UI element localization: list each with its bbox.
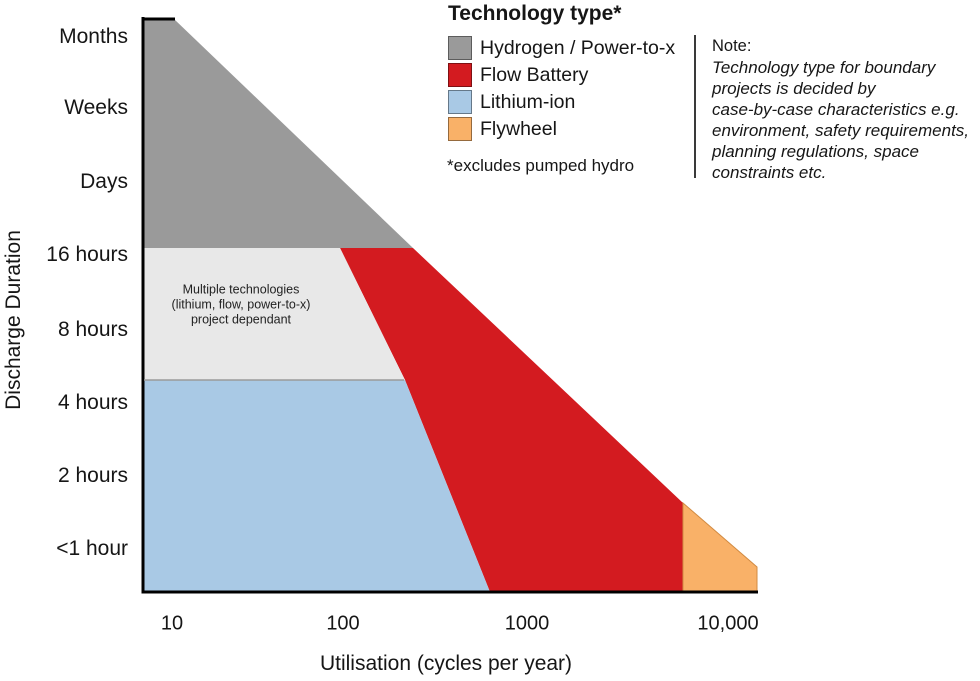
y-tick-label: 8 hours [57,318,128,341]
y-tick-label: Weeks [64,96,128,119]
region-flywheel [682,501,758,593]
note-heading: Note: [712,37,752,55]
region-lithium-ion [143,380,490,592]
note-line: Technology type for boundary [712,58,936,77]
legend-item-label: Flywheel [480,117,557,140]
region-flow-battery [340,248,683,592]
legend-items: Hydrogen / Power-to-x Flow Battery Lithi… [448,36,675,141]
annotation-line: (lithium, flow, power-to-x) [171,297,311,312]
annotation-line: Multiple technologies [182,282,300,297]
note-text: Technology type for boundary projects is … [712,57,969,183]
legend: Technology type* Hydrogen / Power-to-x F… [448,2,675,141]
legend-item-flow-battery: Flow Battery [448,63,675,87]
x-tick-label: 10 [160,612,184,635]
y-tick-label: <1 hour [56,537,128,560]
y-tick-label: 2 hours [57,464,128,487]
x-tick-label: 100 [326,612,360,635]
x-tick-label: 10,000 [697,612,759,635]
legend-item-label: Flow Battery [480,63,589,86]
note-divider [694,35,696,178]
note-line: case-by-case characteristics e.g. [712,100,960,119]
note-block: Note: Technology type for boundary projec… [712,36,969,183]
note-line: environment, safety requirements, [712,121,970,140]
legend-item-hydrogen: Hydrogen / Power-to-x [448,36,675,60]
legend-item-flywheel: Flywheel [448,117,675,141]
y-axis-title: Discharge Duration [2,230,25,410]
legend-title: Technology type* [448,2,622,25]
note-line: projects is decided by [712,79,876,98]
legend-item-lithium-ion: Lithium-ion [448,90,675,114]
legend-item-label: Lithium-ion [480,90,576,113]
y-tick-label: 4 hours [57,391,128,414]
note-line: constraints etc. [712,163,827,182]
legend-item-label: Hydrogen / Power-to-x [480,36,676,59]
multiple-technologies-annotation: Multiple technologies (lithium, flow, pow… [172,283,311,328]
note-line: planning regulations, space [712,142,919,161]
y-tick-label: Days [80,170,128,193]
y-tick-label: 16 hours [46,243,128,266]
y-tick-label: Months [59,25,128,48]
x-tick-label: 1000 [504,612,550,635]
flywheel-swatch-icon [448,117,472,141]
annotation-line: project dependant [190,312,292,327]
flow-battery-swatch-icon [448,63,472,87]
region-multiple-technologies [143,248,405,380]
lithium-ion-swatch-icon [448,90,472,114]
hydrogen-swatch-icon [448,36,472,60]
region-hydrogen-power-to-x [143,19,413,248]
legend-footnote: *excludes pumped hydro [447,156,635,175]
x-axis-title: Utilisation (cycles per year) [319,652,573,675]
